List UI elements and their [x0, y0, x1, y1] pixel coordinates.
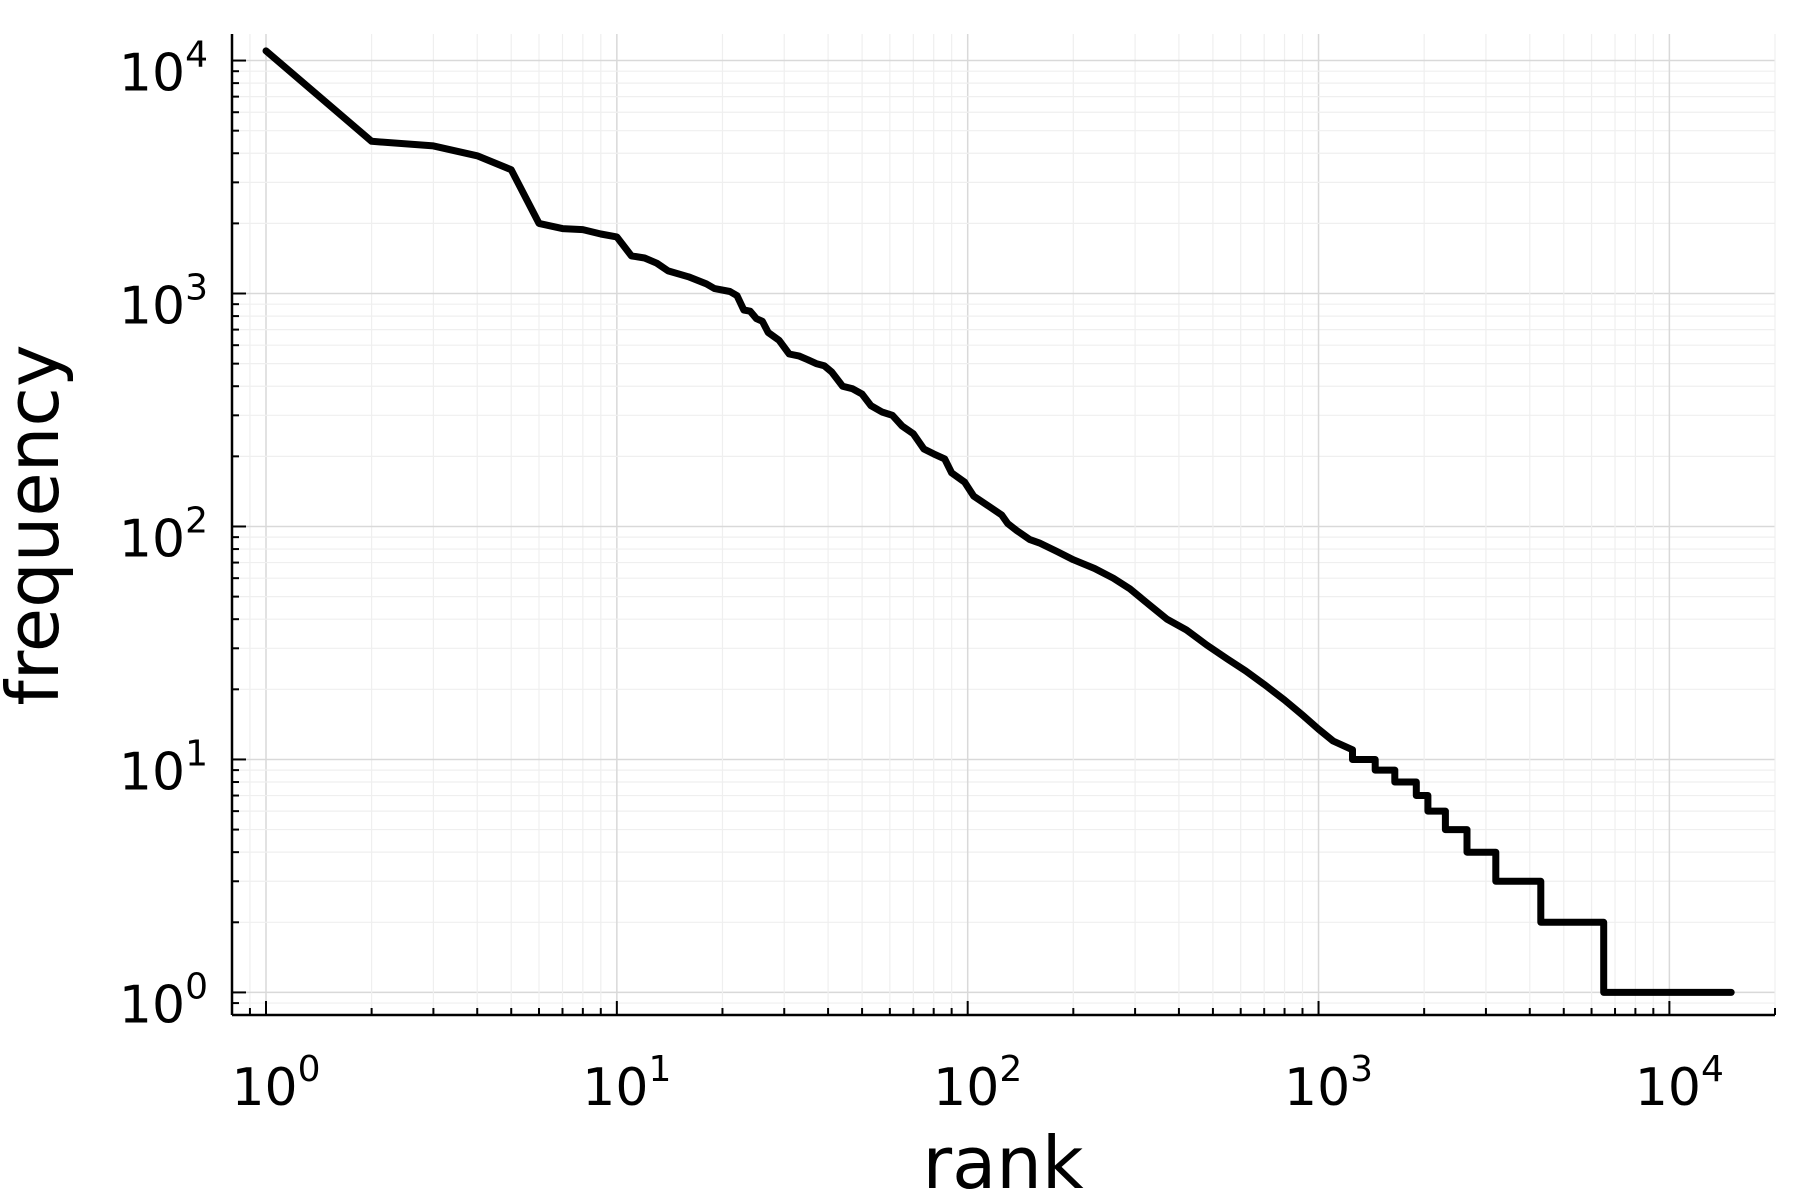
x-tick-label: 100	[231, 1049, 320, 1118]
y-tick-label: 103	[119, 268, 208, 337]
x-tick-label: 101	[582, 1049, 671, 1118]
tick-labels: 100 101 102 103 104 100 101 102 103 104	[119, 35, 1724, 1118]
y-axis-title: frequency	[0, 344, 75, 705]
x-axis-title: rank	[922, 1121, 1083, 1200]
y-tick-label: 102	[119, 500, 208, 569]
x-tick-label: 104	[1635, 1049, 1724, 1118]
y-tick-label: 100	[119, 966, 208, 1035]
x-tick-label: 102	[933, 1049, 1022, 1118]
y-tick-label: 101	[119, 733, 208, 802]
y-tick-label: 104	[119, 35, 208, 104]
grid	[231, 34, 1776, 1016]
x-tick-label: 103	[1284, 1049, 1373, 1118]
series-layer	[262, 47, 1735, 996]
series-line	[262, 47, 1735, 996]
axes	[230, 34, 1776, 1017]
